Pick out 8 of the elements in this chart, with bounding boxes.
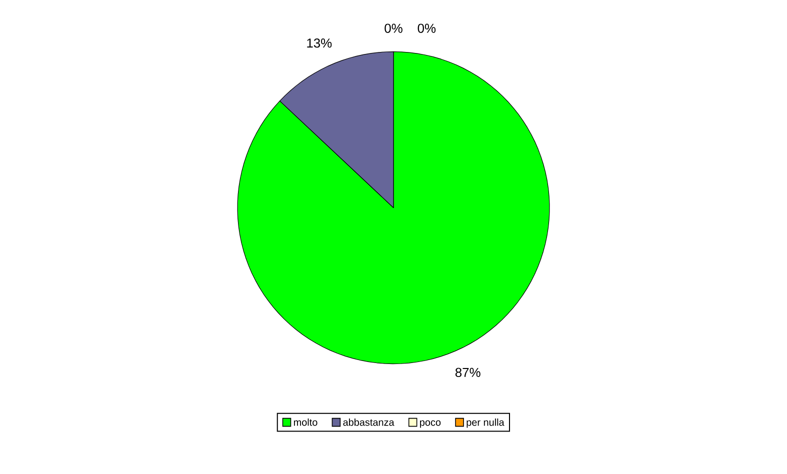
text: 0% (418, 24, 436, 33)
legend-label: poco (420, 420, 441, 428)
legend-label: molto (294, 418, 318, 426)
text: 0% (384, 24, 402, 33)
legend-label: per nulla (466, 418, 504, 428)
legend-label: abbastanza (343, 418, 394, 426)
data-label: 87% (455, 368, 480, 378)
data-label: 13% (307, 38, 332, 48)
